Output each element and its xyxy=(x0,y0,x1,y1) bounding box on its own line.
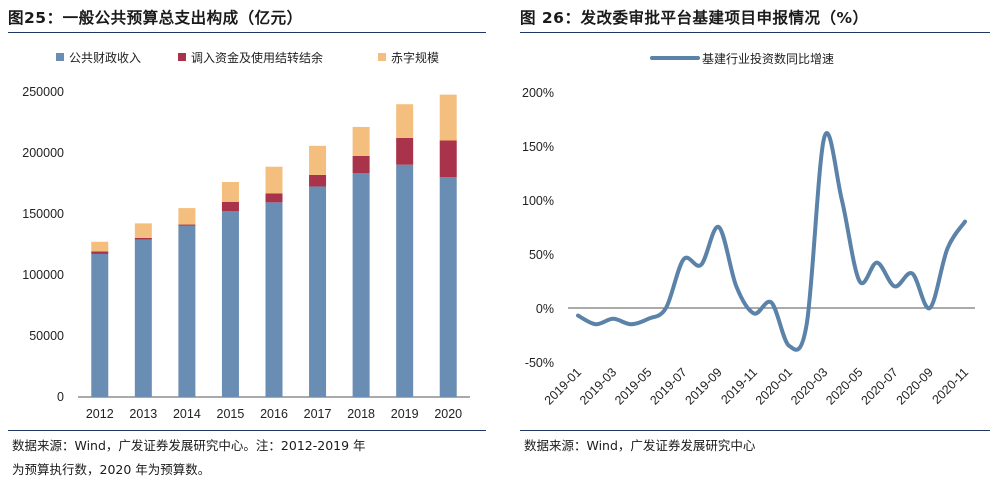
bar-segment-3 xyxy=(221,182,239,202)
y-tick-label: 150000 xyxy=(22,207,64,221)
y-tick-label: 200% xyxy=(522,86,554,100)
x-tick-label: 2019-03 xyxy=(577,365,619,407)
bar-segment-1 xyxy=(221,211,239,397)
x-tick-label: 2020-05 xyxy=(823,365,865,407)
bar-segment-3 xyxy=(91,241,109,252)
left-source-line1: 数据来源：Wind，广发证券发展研究中心。注：2012-2019 年 xyxy=(12,438,366,453)
bar-segment-2 xyxy=(91,251,109,254)
bar-segment-1 xyxy=(439,177,457,397)
right-chart-title: 图 26：发改委审批平台基建项目申报情况（%） xyxy=(520,9,869,27)
legend-item-deficit-label: 赤字规模 xyxy=(391,50,439,65)
y-tick-label: 100000 xyxy=(22,268,64,282)
right-source-rule xyxy=(520,430,990,431)
stacked-bar-chart: 0 50000 100000 150000 200000 250000 2012 2013 20… xyxy=(22,50,470,421)
y-tick-label: 0% xyxy=(536,302,554,316)
x-tick-label: 2019 xyxy=(391,407,419,421)
bar-segment-3 xyxy=(265,166,283,194)
left-chart-title: 图25：一般公共预算总支出构成（亿元） xyxy=(8,9,303,27)
left-source-rule xyxy=(8,430,486,431)
legend-item-adjust-swatch xyxy=(178,53,186,61)
x-tick-label: 2018 xyxy=(347,407,375,421)
y-tick-label: 0 xyxy=(57,390,64,404)
bar-segment-2 xyxy=(265,193,283,203)
bar-segment-2 xyxy=(352,155,370,174)
bar-segment-2 xyxy=(134,237,152,240)
bar-segment-2 xyxy=(439,140,457,178)
bar-segment-1 xyxy=(396,164,414,397)
bar-segment-1 xyxy=(309,186,327,397)
bar-segment-1 xyxy=(352,173,370,397)
right-title-rule xyxy=(520,32,990,33)
bar-segment-3 xyxy=(439,94,457,141)
y-tick-label: -50% xyxy=(525,356,554,370)
x-tick-label: 2017 xyxy=(304,407,332,421)
x-tick-label: 2012 xyxy=(86,407,114,421)
x-tick-label: 2019-09 xyxy=(683,365,725,407)
y-tick-label: 50% xyxy=(529,248,554,262)
bar-segment-1 xyxy=(178,225,196,397)
bar-segment-2 xyxy=(221,201,239,212)
right-source-line1: 数据来源：Wind，广发证券发展研究中心 xyxy=(524,438,756,453)
series-line xyxy=(576,131,967,352)
bar-segment-2 xyxy=(396,137,414,165)
x-tick-label: 2020-07 xyxy=(858,365,900,407)
x-tick-label: 2020-11 xyxy=(929,365,971,407)
bar-segment-2 xyxy=(178,224,196,226)
bar-segment-3 xyxy=(178,208,196,225)
x-tick-label: 2019-01 xyxy=(542,365,584,407)
x-tick-label: 2019-11 xyxy=(718,365,760,407)
x-tick-label: 2019-07 xyxy=(647,365,689,407)
bar-segment-3 xyxy=(352,126,370,156)
bar-segment-1 xyxy=(91,253,109,397)
y-tick-label: 200000 xyxy=(22,146,64,160)
x-tick-label: 2019-05 xyxy=(612,365,654,407)
legend-item-deficit-swatch xyxy=(378,53,386,61)
x-tick-label: 2013 xyxy=(129,407,157,421)
x-tick-label: 2020 xyxy=(434,407,462,421)
bar-segment-3 xyxy=(309,145,327,175)
y-tick-label: 100% xyxy=(522,194,554,208)
x-tick-label: 2020-03 xyxy=(788,365,830,407)
y-tick-label: 50000 xyxy=(29,329,64,343)
line-chart: -50%0%50%100%150%200%2019-012019-032019-… xyxy=(522,51,975,408)
x-tick-label: 2014 xyxy=(173,407,201,421)
legend-item-adjust-label: 调入资金及使用结转结余 xyxy=(191,50,323,65)
bar-segment-3 xyxy=(134,223,152,238)
x-tick-label: 2020-09 xyxy=(894,365,936,407)
bar-segment-2 xyxy=(309,174,327,187)
x-tick-label: 2020-01 xyxy=(753,365,795,407)
left-title-rule xyxy=(8,32,486,33)
x-tick-label: 2016 xyxy=(260,407,288,421)
bar-segment-3 xyxy=(396,104,414,138)
legend-label: 基建行业投资数同比增速 xyxy=(702,51,834,66)
bar-segment-1 xyxy=(134,239,152,397)
x-tick-label: 2015 xyxy=(217,407,245,421)
legend-item-revenue-label: 公共财政收入 xyxy=(69,51,141,65)
bar-segment-1 xyxy=(265,202,283,397)
legend-item-revenue-swatch xyxy=(56,53,64,61)
left-source-line2: 为预算执行数，2020 年为预算数。 xyxy=(12,462,211,477)
y-tick-label: 150% xyxy=(522,140,554,154)
y-tick-label: 250000 xyxy=(22,85,64,99)
